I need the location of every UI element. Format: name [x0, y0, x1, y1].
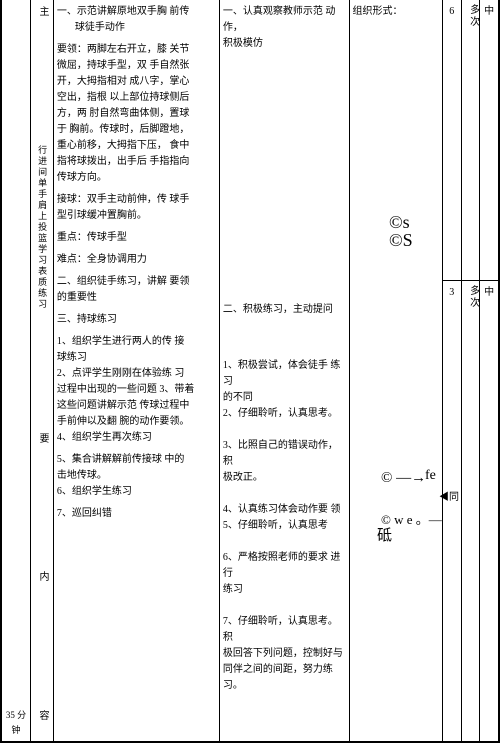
teach-p3-6: 6、组织学生练习	[57, 484, 216, 500]
student-text: 的不同	[223, 392, 253, 403]
teach-text: 1、组织学生进行两人的传 接	[57, 336, 185, 347]
teach-yaoling: 要领：两脚左右开立，膝 关节 微屈，持球手型，双 手自然张 开，大拇指相对 成八…	[57, 42, 216, 186]
student-text: 5、仔细聆听，认真思考	[223, 520, 328, 531]
teach-text: 于 胸前。传球时，后脚蹬地，	[57, 124, 190, 135]
student-text: 1、积极尝试，体会徒手 练习	[223, 360, 341, 387]
teach-p3-4: 4、组织学生再次练习	[57, 430, 216, 446]
student-s4: 4、认真练习体会动作要 领 5、仔细聆听，认真思考	[223, 502, 346, 534]
student-text: 极回答下列问题，控制好与	[223, 648, 343, 659]
teach-text: 指将球拨出，出手后 手指指向	[57, 156, 190, 167]
teach-p1: 一、示范讲解原地双手胸 前传 球徒手动作	[57, 4, 216, 36]
level-cell-1: 中	[480, 0, 499, 280]
level-cell-2: 中	[480, 280, 499, 742]
lesson-plan-table: 35 分 钟 主 行进间单手肩上投篮学习表质练习 要 内 容 一、示范讲解原地双…	[1, 0, 499, 742]
student-s7: 7、仔细聆听，认真思考。 积 极回答下列问题，控制好与 同伴之间的间距，努力练 …	[223, 614, 346, 694]
time-cell: 35 分 钟	[2, 0, 31, 742]
student-text: 积极模仿	[223, 38, 263, 49]
teach-text: 手前伸以及翻 腕的动作要领。	[57, 416, 190, 427]
teach-text: 微屈，持球手型，双 手自然张	[57, 60, 190, 71]
teach-text: 重心前移，大拇指下压， 食中	[57, 140, 190, 151]
teach-text: 二、组织徒手练习，讲解 要领	[57, 276, 190, 287]
teach-cell: 一、示范讲解原地双手胸 前传 球徒手动作 要领：两脚左右开立，膝 关节 微屈，持…	[53, 0, 219, 742]
student-cell: 一、认真观察教师示范 动作， 积极模仿 二、积极练习，主动提问 1、积极尝试，体…	[219, 0, 349, 742]
teach-text: 空出，指根 以上部位持球侧后	[57, 92, 190, 103]
teach-text: 要领：两脚左右开立，膝 关节	[57, 44, 190, 55]
student-s3: 1、积极尝试，体会徒手 练习 的不同 2、仔细聆听，认真思考。 3、比照自己的错…	[223, 358, 346, 486]
student-text: 2、仔细聆听，认真思考。	[223, 408, 338, 419]
label-cell: 主 行进间单手肩上投篮学习表质练习 要 内 容	[31, 0, 54, 742]
student-s2: 二、积极练习，主动提问	[223, 302, 346, 318]
teach-text: 的重要性	[57, 292, 97, 303]
teach-p2: 二、组织徒手练习，讲解 要领 的重要性	[57, 274, 216, 306]
student-s1: 一、认真观察教师示范 动作， 积极模仿	[223, 4, 346, 52]
label-section-4: 容	[34, 710, 50, 726]
teach-p3-7: 7、巡回纠错	[57, 506, 216, 522]
freq-value: 多次	[465, 4, 481, 28]
label-section-3: 内	[34, 571, 50, 587]
student-text: 极改正。	[223, 472, 263, 483]
student-text: 练习	[223, 584, 243, 595]
teach-text: 2、点评学生刚刚在体验练 习	[57, 368, 185, 379]
student-text: 同伴之间的间距，努力练 习。	[223, 664, 333, 691]
student-text: 3、比照自己的错误动作， 积	[223, 440, 338, 467]
diagram-cell: 组织形式：	[349, 0, 442, 742]
student-text: 6、严格按照老师的要求 进行	[223, 552, 341, 579]
teach-text: 接球：双手主动前伸，传 球手	[57, 194, 190, 205]
page: 35 分 钟 主 行进间单手肩上投篮学习表质练习 要 内 容 一、示范讲解原地双…	[0, 0, 500, 743]
teach-text: 球练习	[57, 352, 87, 363]
teach-text: 型引球缓冲置胸前。	[57, 210, 147, 221]
teach-p3-2: 2、点评学生刚刚在体验练 习 过程中出现的一些问题 3、带着 这些问题讲解示范 …	[57, 366, 216, 430]
times-value: 6	[449, 6, 454, 17]
time-label: 35 分 钟	[2, 708, 30, 737]
diagram-label: 组织形式：	[353, 4, 439, 20]
teach-p3-5: 5、集合讲解解前传接球 中的 击地传球。	[57, 452, 216, 484]
student-s6: 6、严格按照老师的要求 进行 练习	[223, 550, 346, 598]
label-section-2: 要	[34, 433, 50, 449]
teach-text: 过程中出现的一些问题 3、带着	[57, 384, 195, 395]
teach-text: 传球方向。	[57, 172, 107, 183]
teach-text: 方，两 肘自然弯曲体侧，置球	[57, 108, 190, 119]
teach-p3-1: 1、组织学生进行两人的传 接 球练习	[57, 334, 216, 366]
student-text: 一、认真观察教师示范 动作，	[223, 6, 336, 33]
teach-zhongdian: 重点：传球手型	[57, 230, 216, 246]
teach-text: 一、示范讲解原地双手胸 前传	[57, 6, 190, 17]
teach-text: 这些问题讲解示范 传球过程中	[57, 400, 190, 411]
teach-text: 开，大拇指相对 成八字，掌心	[57, 76, 190, 87]
teach-nandian: 难点：全身协调用力	[57, 252, 216, 268]
freq-cell-1: 多次	[461, 0, 480, 280]
freq-value: 多次	[465, 285, 481, 309]
teach-p3: 三、持球练习	[57, 312, 216, 328]
teach-jieqiu: 接球：双手主动前伸，传 球手 型引球缓冲置胸前。	[57, 192, 216, 224]
times-cell-1: 6	[442, 0, 461, 280]
teach-text: 球徒手动作	[57, 22, 125, 33]
label-section-1: 主	[34, 6, 50, 22]
level-value: 中	[484, 6, 494, 17]
level-value: 中	[484, 287, 494, 298]
teach-text: 5、集合讲解解前传接球 中的	[57, 454, 185, 465]
student-text: 4、认真练习体会动作要 领	[223, 504, 341, 515]
label-sub: 行进间单手肩上投篮学习表质练习	[35, 145, 49, 310]
times-value: 3	[449, 287, 454, 298]
times-cell-2: 3	[442, 280, 461, 742]
teach-text: 击地传球。	[57, 470, 107, 481]
student-text: 7、仔细聆听，认真思考。 积	[223, 616, 338, 643]
table-row: 35 分 钟 主 行进间单手肩上投篮学习表质练习 要 内 容 一、示范讲解原地双…	[2, 0, 499, 280]
freq-cell-2: 多次	[461, 280, 480, 742]
